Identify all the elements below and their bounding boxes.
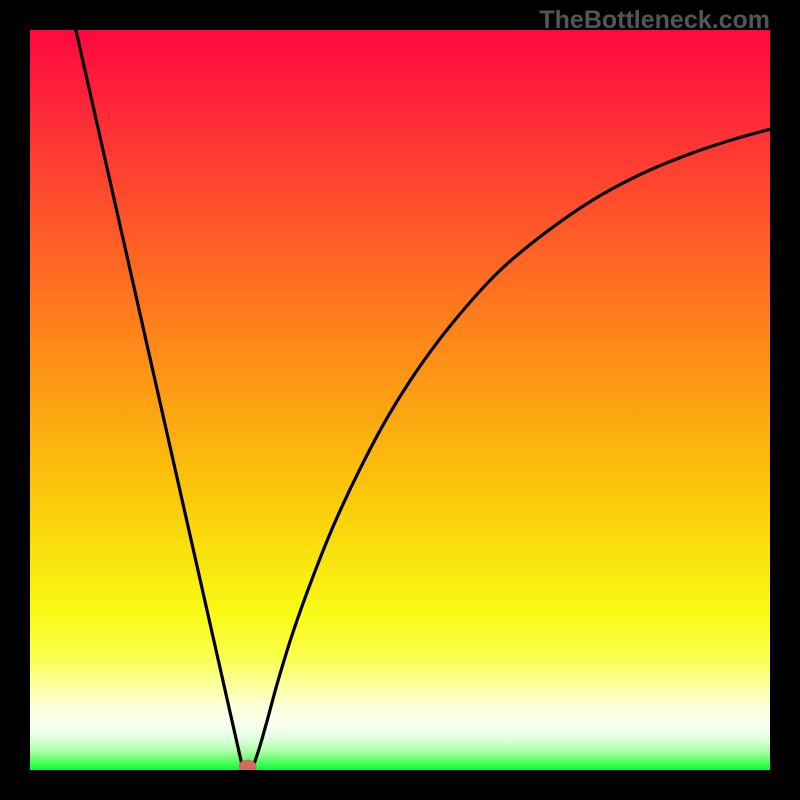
- plot-area: [30, 30, 770, 770]
- curve-right-branch: [252, 129, 770, 770]
- curve-left-branch: [76, 30, 243, 770]
- watermark-text: TheBottleneck.com: [539, 6, 770, 35]
- canvas: TheBottleneck.com: [0, 0, 800, 800]
- bottleneck-curve: [30, 30, 770, 770]
